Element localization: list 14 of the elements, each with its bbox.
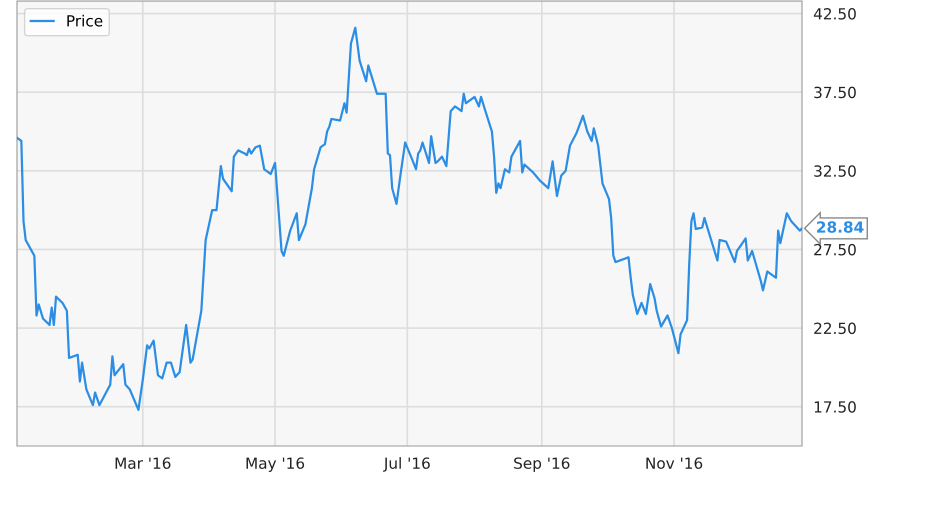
x-tick-label: Jul '16 [383, 457, 430, 472]
line-series [17, 26, 802, 411]
y-tick-label: 42.50 [814, 8, 856, 20]
x-tick-label: Nov '16 [646, 457, 702, 469]
y-tick-label: 27.50 [814, 244, 856, 256]
x-tick-label: Mar '16 [116, 457, 170, 469]
y-tick-label: 22.50 [814, 322, 856, 334]
x-tick-label: Sep '16 [514, 457, 570, 472]
legend-label: Price [67, 14, 102, 27]
y-tick-label: 17.50 [814, 401, 856, 413]
x-tick-label: May '16 [246, 457, 304, 472]
annotation: 28.84 [817, 221, 864, 233]
y-tick-label: 37.50 [814, 86, 856, 98]
y-tick-label: 32.50 [814, 165, 856, 177]
